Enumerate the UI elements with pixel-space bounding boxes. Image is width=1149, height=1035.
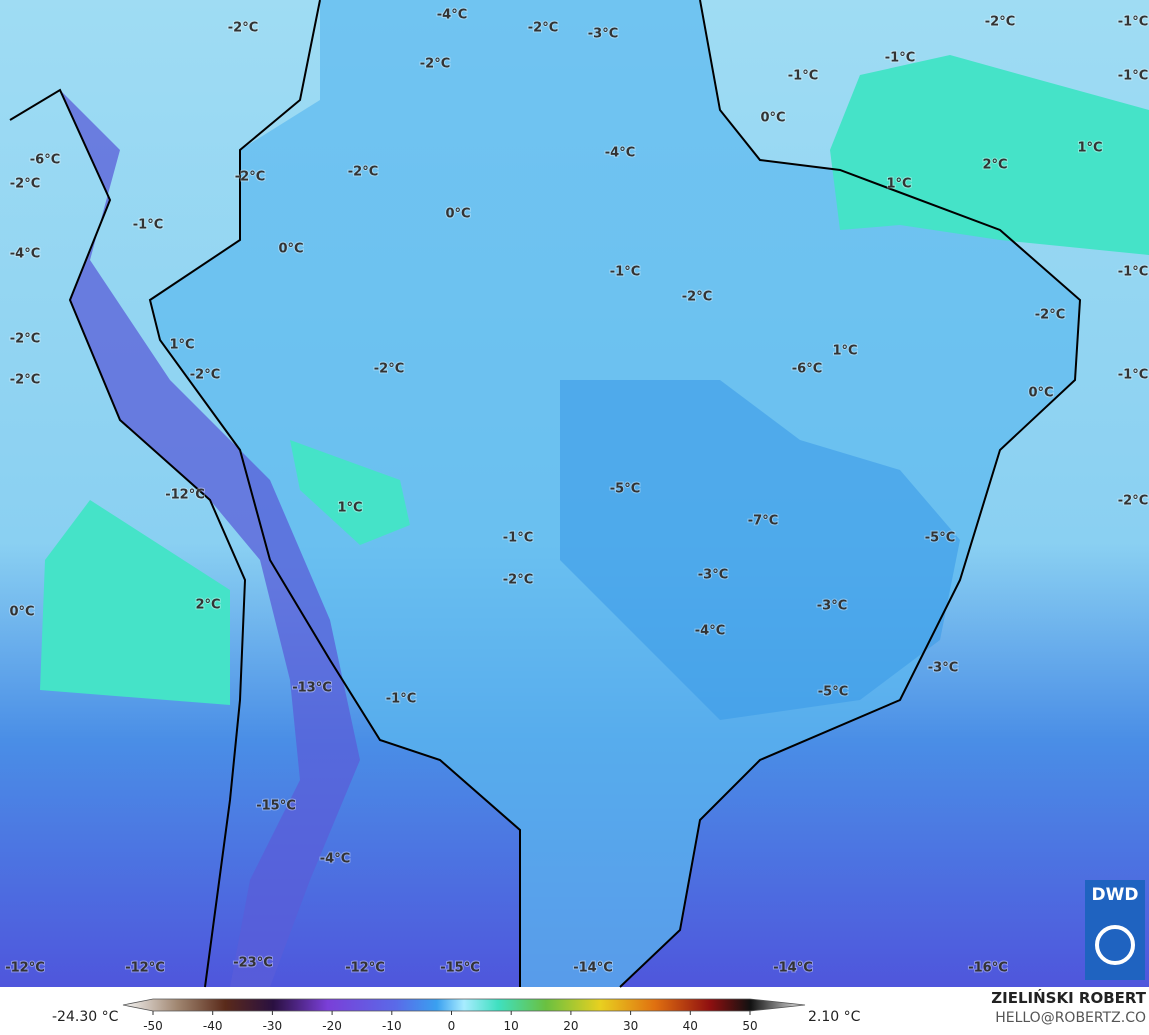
temperature-label: 0°C — [760, 111, 785, 126]
temperature-label: -3°C — [817, 599, 847, 614]
temperature-label: -2°C — [374, 362, 404, 377]
temperature-label: -23°C — [233, 956, 273, 971]
temperature-label: -1°C — [610, 265, 640, 280]
temperature-label: -3°C — [698, 568, 728, 583]
temperature-label: -1°C — [788, 69, 818, 84]
logo-swirl — [1095, 925, 1135, 965]
colorbar-tick-label: 40 — [683, 1019, 698, 1033]
temperature-label: -2°C — [10, 332, 40, 347]
temperature-label: -2°C — [503, 573, 533, 588]
temperature-label: -13°C — [292, 681, 332, 696]
temperature-label: -1°C — [1118, 69, 1148, 84]
temperature-label: -2°C — [235, 170, 265, 185]
temperature-label: -12°C — [5, 961, 45, 976]
temperature-label: 1°C — [337, 501, 362, 516]
temperature-label: -4°C — [320, 852, 350, 867]
temperature-label: -1°C — [885, 51, 915, 66]
warm-region — [830, 55, 1149, 255]
temperature-label: -3°C — [928, 661, 958, 676]
temperature-label: -4°C — [10, 247, 40, 262]
author: ZIELIŃSKI ROBERT — [991, 988, 1146, 1007]
temperature-label: -1°C — [1118, 15, 1148, 30]
temperature-label: -14°C — [573, 961, 613, 976]
email: HELLO@ROBERTZ.CO — [995, 1010, 1146, 1026]
colorbar-tick-label: 10 — [504, 1019, 519, 1033]
temperature-label: 1°C — [832, 344, 857, 359]
temperature-label: -2°C — [348, 165, 378, 180]
temperature-label: 0°C — [278, 242, 303, 257]
temperature-label: 2°C — [195, 598, 220, 613]
temperature-label: -6°C — [792, 362, 822, 377]
temperature-label: -5°C — [610, 482, 640, 497]
temperature-label: -1°C — [1118, 265, 1148, 280]
temperature-label: 0°C — [445, 207, 470, 222]
temperature-label: -2°C — [10, 373, 40, 388]
temperature-label: 0°C — [1028, 386, 1053, 401]
temperature-label: -2°C — [985, 15, 1015, 30]
colorbar-tick-label: 50 — [742, 1019, 757, 1033]
temperature-label: -12°C — [345, 961, 385, 976]
colorbar-tick-label: -20 — [322, 1019, 342, 1033]
temperature-label: 1°C — [169, 338, 194, 353]
temperature-label: -5°C — [818, 685, 848, 700]
colorbar-tick-label: 0 — [448, 1019, 456, 1033]
temperature-label: -1°C — [133, 218, 163, 233]
colorbar-tick-label: -30 — [263, 1019, 283, 1033]
coastline — [9, 88, 247, 988]
temperature-label: -15°C — [440, 961, 480, 976]
temperature-label: -14°C — [773, 961, 813, 976]
colorbar — [122, 998, 806, 1012]
temperature-label: -16°C — [968, 961, 1008, 976]
colorbar-ticks: -50 -40 -30 -20 -10 0 10 20 30 40 50 — [143, 1011, 758, 1033]
colorbar-min: -24.30 °C — [52, 1009, 119, 1025]
temperature-label: -6°C — [30, 153, 60, 168]
temperature-label: -4°C — [695, 624, 725, 639]
temperature-label: -2°C — [528, 21, 558, 36]
temperature-label: 0°C — [9, 605, 34, 620]
colorbar-tick-label: -50 — [143, 1019, 163, 1033]
temperature-labels: -2°C -4°C -2°C -3°C -2°C -1°C -2°C -1°C -1°C -1°C… — [4, 7, 1149, 977]
temperature-label: 2°C — [982, 158, 1007, 173]
temperature-label: -3°C — [588, 27, 618, 42]
temperature-label: -1°C — [503, 531, 533, 546]
cold-region — [560, 380, 960, 720]
temperature-label: -2°C — [420, 57, 450, 72]
temperature-label: -12°C — [165, 488, 205, 503]
temperature-label: -4°C — [605, 146, 635, 161]
colorbar-tick-label: 20 — [563, 1019, 578, 1033]
temperature-label: -2°C — [682, 290, 712, 305]
temperature-label: -5°C — [925, 531, 955, 546]
warm-region — [40, 500, 230, 705]
logo-text: DWD — [1092, 885, 1139, 905]
temperature-label: -1°C — [1118, 368, 1148, 383]
temperature-label: -2°C — [190, 368, 220, 383]
temperature-label: -2°C — [228, 21, 258, 36]
temperature-label: -1°C — [386, 692, 416, 707]
temperature-label: -15°C — [256, 799, 296, 814]
coastline — [148, 0, 1082, 988]
warm-region — [290, 440, 410, 545]
colorbar-max: 2.10 °C — [808, 1009, 861, 1025]
temperature-label: -4°C — [437, 8, 467, 23]
temperature-label: 1°C — [886, 177, 911, 192]
temperature-label: -12°C — [125, 961, 165, 976]
colorbar-tick-label: 30 — [623, 1019, 638, 1033]
temperature-label: -2°C — [1035, 308, 1065, 323]
temperature-label: -7°C — [748, 514, 778, 529]
colorbar-tick-label: -10 — [382, 1019, 402, 1033]
temperature-label: 1°C — [1077, 141, 1102, 156]
temperature-label: -2°C — [1118, 494, 1148, 509]
temperature-label: -2°C — [10, 177, 40, 192]
colorbar-tick-label: -40 — [203, 1019, 223, 1033]
